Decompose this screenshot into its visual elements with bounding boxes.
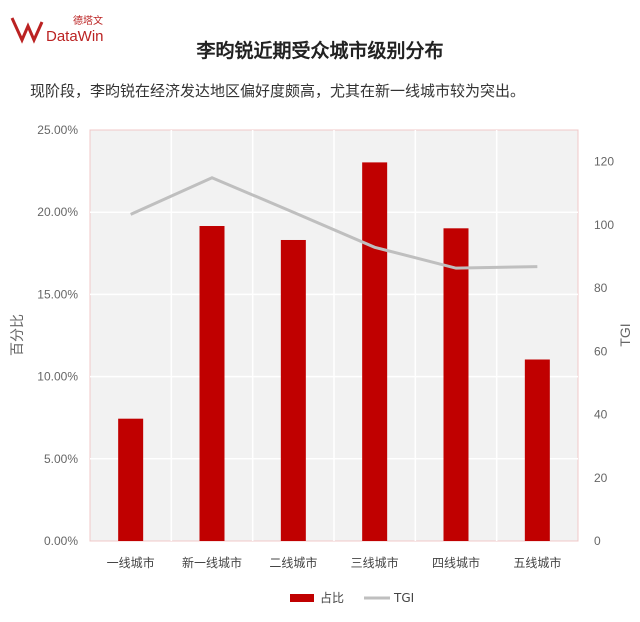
y2-tick-label: 80 <box>594 281 608 295</box>
bar-2 <box>280 239 306 542</box>
bar-1 <box>199 226 225 542</box>
y2-axis-label: TGI <box>617 323 633 346</box>
y-tick-label: 25.00% <box>37 123 78 137</box>
chart-title: 李昀锐近期受众城市级别分布 <box>196 40 444 62</box>
legend-bar-swatch <box>290 594 314 602</box>
logo-mark-icon: 德塔文 DataWin <box>10 14 104 45</box>
bar-0 <box>118 418 144 541</box>
y2-tick-label: 100 <box>594 218 614 232</box>
legend-line-label: TGI <box>393 591 414 605</box>
y-tick-label: 15.00% <box>37 287 78 301</box>
x-tick-label: 四线城市 <box>432 555 480 570</box>
x-tick-label: 一线城市 <box>107 555 155 570</box>
legend-bar-label: 占比 <box>320 590 344 605</box>
y2-tick-label: 0 <box>594 534 601 548</box>
bar-5 <box>524 359 550 541</box>
bar-3 <box>362 162 388 542</box>
tgi-line <box>130 176 538 270</box>
datawin-logo: 德塔文 DataWin <box>8 10 118 46</box>
x-tick-label: 五线城市 <box>513 555 561 570</box>
y2-tick-label: 60 <box>594 344 608 358</box>
y-tick-label: 0.00% <box>44 534 78 548</box>
y2-tick-label: 20 <box>594 471 608 485</box>
x-tick-label: 新一线城市 <box>182 555 242 570</box>
y2-tick-label: 120 <box>594 155 614 169</box>
y-tick-label: 5.00% <box>44 452 78 466</box>
y2-tick-label: 40 <box>594 408 608 422</box>
y-tick-label: 10.00% <box>37 370 78 384</box>
logo-cn: 德塔文 <box>73 14 103 27</box>
logo-en: DataWin <box>46 28 104 45</box>
chart-subtitle: 现阶段，李昀锐在经济发达地区偏好度颇高，尤其在新一线城市较为突出。 <box>30 82 526 100</box>
bar-4 <box>443 228 469 541</box>
y-tick-label: 20.00% <box>37 205 78 219</box>
x-tick-label: 二线城市 <box>269 555 317 570</box>
x-tick-label: 三线城市 <box>351 555 399 570</box>
y-axis-label: 百分比 <box>9 314 25 356</box>
